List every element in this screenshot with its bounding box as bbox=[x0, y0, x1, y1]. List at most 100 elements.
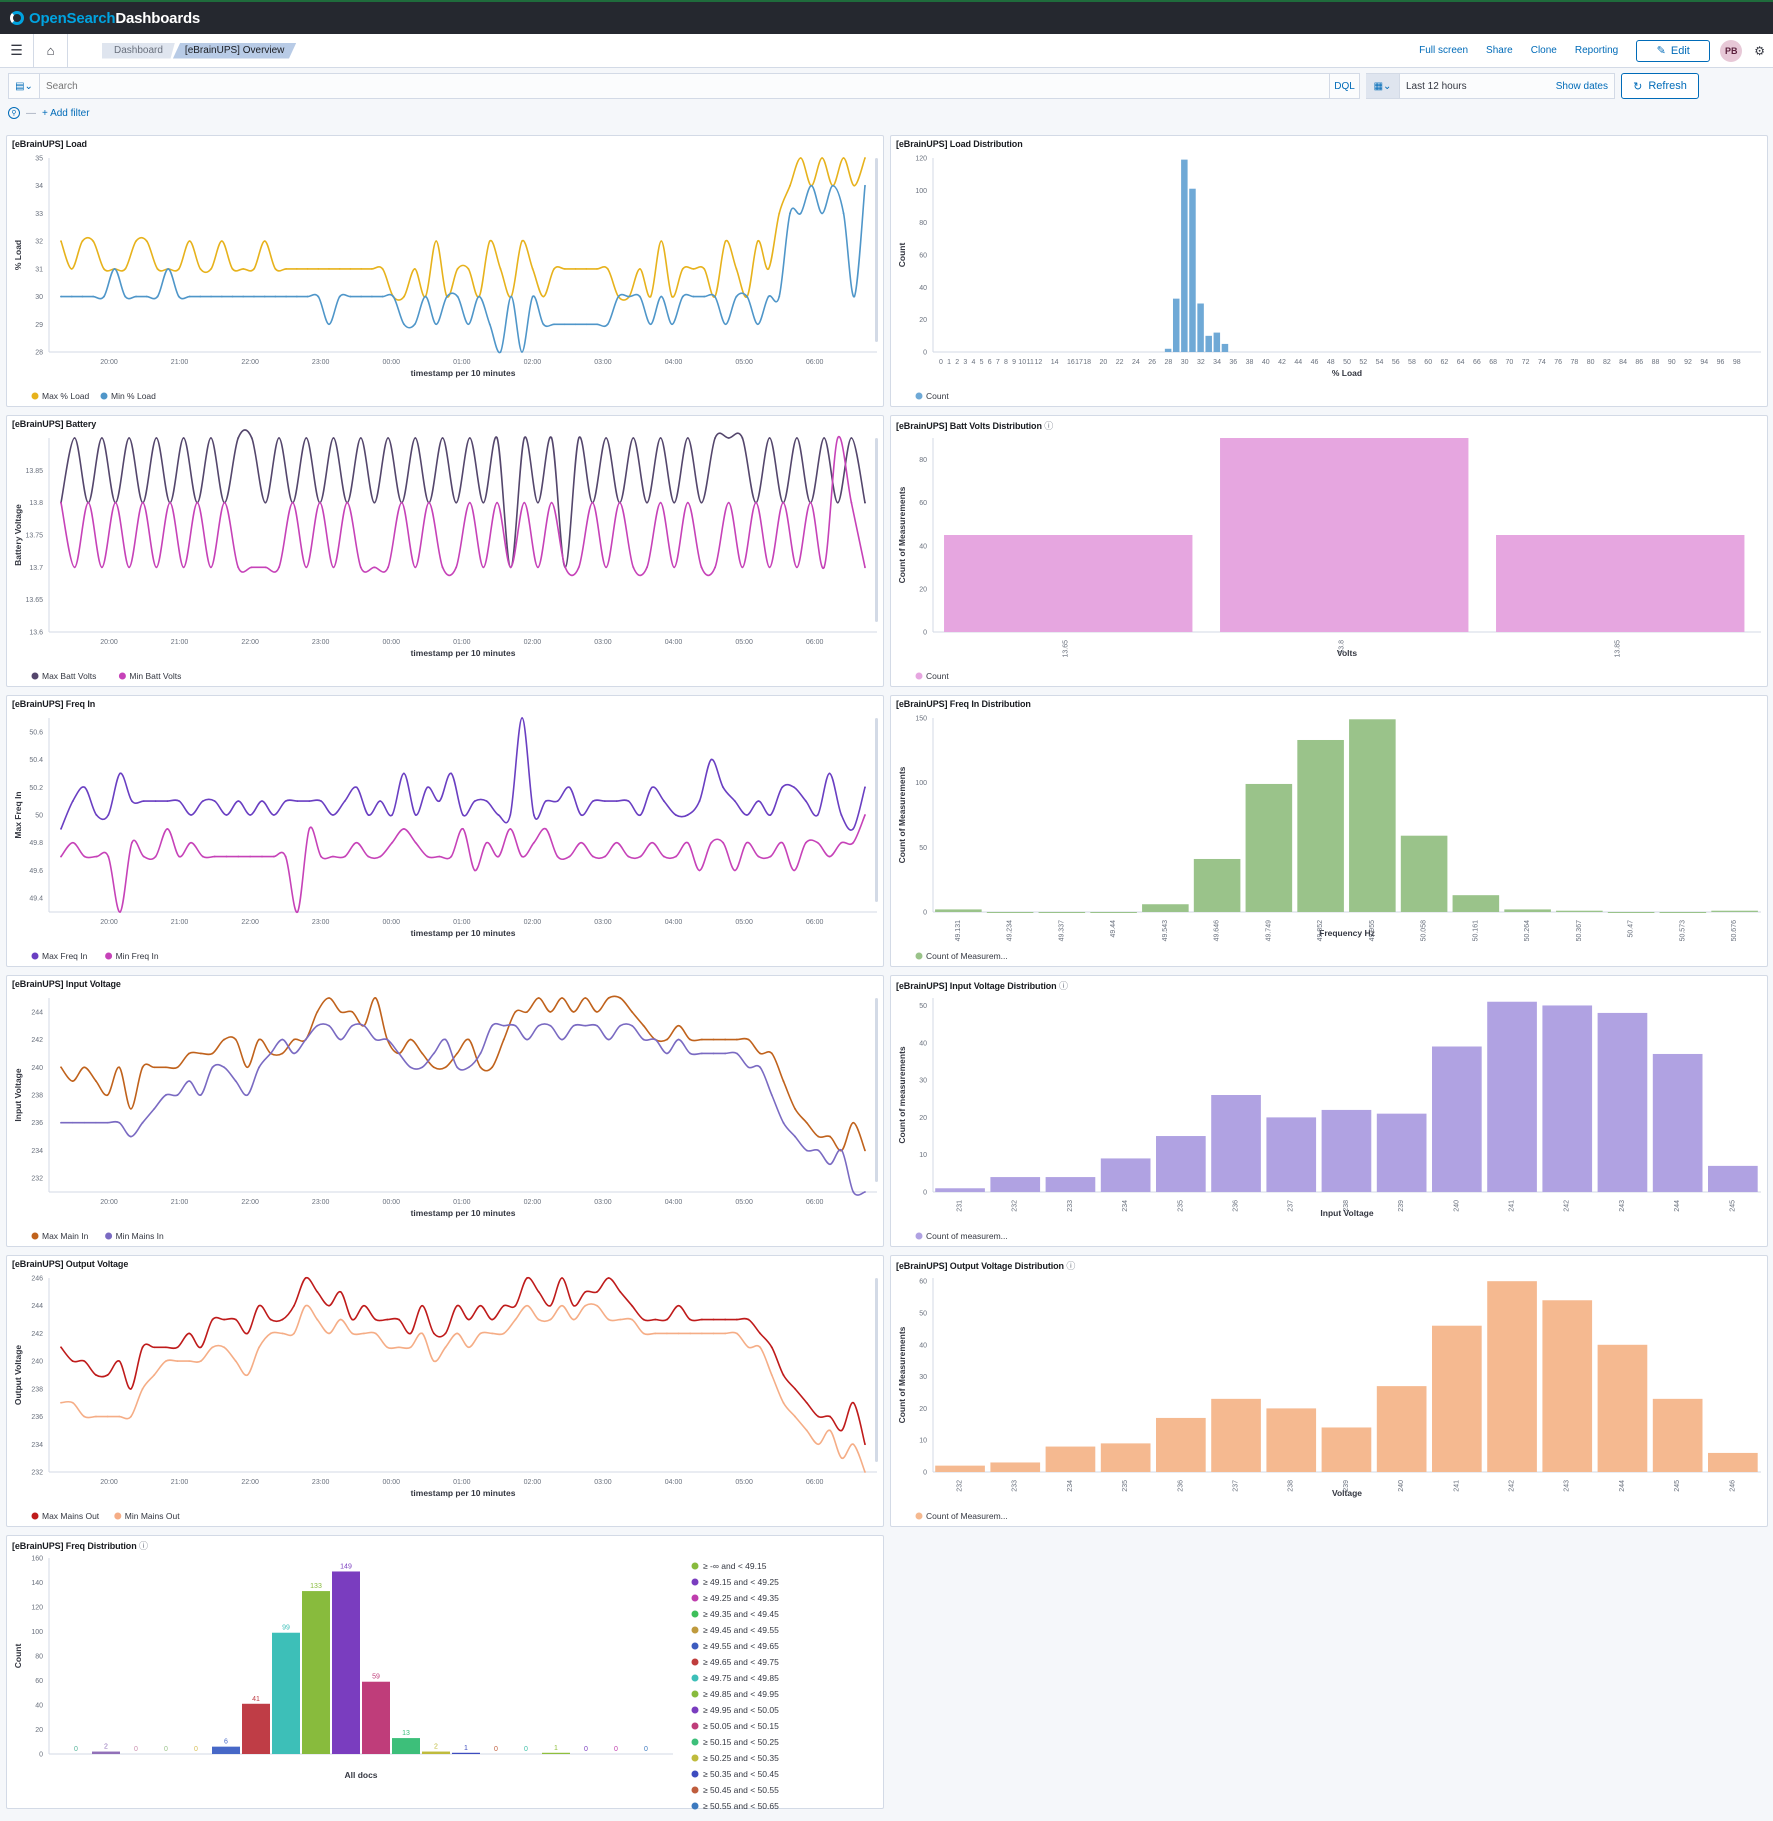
data-point bbox=[317, 267, 320, 270]
help-icon[interactable]: ⚙ bbox=[1754, 43, 1765, 58]
date-range[interactable]: Last 12 hours Show dates bbox=[1400, 73, 1615, 99]
panel-ebrainups-load[interactable]: [eBrainUPS] Load 28 29 30 31 32 33 34 35 % Load ti… bbox=[6, 135, 884, 407]
edit-button[interactable]: ✎ Edit bbox=[1636, 39, 1711, 62]
data-point bbox=[456, 1304, 459, 1307]
y-tick-label: 50 bbox=[35, 813, 43, 820]
panel-ebrainups-input-voltage-distribution[interactable]: [eBrainUPS] Input Voltage Distribution ⓘ… bbox=[890, 975, 1768, 1247]
data-point bbox=[455, 501, 458, 504]
panel-ebrainups-freq-distribution[interactable]: [eBrainUPS] Freq Distribution ⓘ 0 20 40 60 80… bbox=[6, 1535, 884, 1810]
data-point bbox=[864, 786, 866, 789]
x-tick-label: 24 bbox=[1132, 359, 1140, 366]
full-screen-link[interactable]: Full screen bbox=[1419, 45, 1469, 56]
panel-ebrainups-batt-volts-distribution[interactable]: [eBrainUPS] Batt Volts Distribution ⓘ 0 20… bbox=[890, 415, 1768, 687]
legend-dot bbox=[691, 1802, 699, 1810]
x-tick-label: 06:00 bbox=[806, 1199, 824, 1206]
info-icon[interactable]: ⓘ bbox=[1063, 1261, 1076, 1271]
data-point bbox=[757, 800, 760, 803]
legend-label: ≥ -∞ and < 49.15 bbox=[703, 1561, 767, 1571]
x-tick-label: 00:00 bbox=[382, 1479, 400, 1486]
y-tick-label: 160 bbox=[31, 1556, 43, 1563]
y-tick-label: 242 bbox=[31, 1331, 43, 1338]
filter-options-icon[interactable]: ⚲ bbox=[8, 107, 20, 119]
panel-ebrainups-output-voltage-distribution[interactable]: [eBrainUPS] Output Voltage Distribution … bbox=[890, 1255, 1768, 1527]
data-label: 149 bbox=[340, 1563, 352, 1570]
x-tick-label: 235 bbox=[1122, 1480, 1129, 1492]
panel-ebrainups-freq-in[interactable]: [eBrainUPS] Freq In 49.4 49.6 49.8 50 50.2 50.… bbox=[6, 695, 884, 967]
data-point bbox=[628, 295, 631, 298]
legend-dot bbox=[915, 672, 923, 680]
home-icon[interactable]: ⌂ bbox=[34, 33, 68, 68]
data-point bbox=[584, 997, 587, 999]
data-point bbox=[479, 1066, 482, 1069]
data-point bbox=[332, 437, 335, 439]
data-point bbox=[735, 267, 738, 270]
data-point bbox=[509, 566, 512, 569]
dql-toggle[interactable]: DQL bbox=[1330, 73, 1360, 99]
data-point bbox=[606, 323, 609, 326]
panel-ebrainups-load-distribution[interactable]: [eBrainUPS] Load Distribution 0 20 40 60 80 10… bbox=[890, 135, 1768, 407]
bar bbox=[1045, 1177, 1096, 1192]
data-point bbox=[823, 437, 826, 439]
reporting-link[interactable]: Reporting bbox=[1574, 45, 1619, 56]
share-link[interactable]: Share bbox=[1486, 45, 1513, 56]
data-point bbox=[60, 1401, 62, 1404]
legend-label: Count bbox=[926, 391, 949, 401]
legend-label: ≥ 49.25 and < 49.35 bbox=[703, 1593, 779, 1603]
legend-dot bbox=[915, 1232, 923, 1240]
breadcrumb-dashboard[interactable]: Dashboard bbox=[102, 42, 175, 59]
x-tick-label: 76 bbox=[1554, 359, 1562, 366]
x-tick-label: 30 bbox=[1181, 359, 1189, 366]
bar bbox=[1156, 1417, 1206, 1472]
panel-ebrainups-freq-in-distribution[interactable]: [eBrainUPS] Freq In Distribution 0 50 100 15… bbox=[890, 695, 1768, 967]
data-point bbox=[746, 295, 748, 298]
data-point bbox=[199, 1346, 202, 1349]
panel-ebrainups-battery[interactable]: [eBrainUPS] Battery 13.6 13.65 13.7 13.75 13.… bbox=[6, 415, 884, 687]
info-icon[interactable]: ⓘ bbox=[1056, 981, 1068, 991]
data-point bbox=[145, 295, 148, 298]
add-filter-link[interactable]: + Add filter bbox=[42, 107, 90, 119]
bar bbox=[1659, 912, 1707, 913]
data-point bbox=[755, 501, 757, 504]
data-point bbox=[710, 841, 713, 844]
menu-icon[interactable]: ☰ bbox=[0, 33, 34, 68]
info-icon[interactable]: ⓘ bbox=[1041, 421, 1054, 431]
legend-dot bbox=[691, 1626, 699, 1634]
calendar-icon[interactable]: ▦⌄ bbox=[1366, 73, 1400, 99]
data-point bbox=[346, 501, 349, 504]
data-point bbox=[689, 1052, 692, 1055]
y-tick-label: 60 bbox=[919, 500, 927, 507]
data-point bbox=[666, 1052, 668, 1055]
info-icon[interactable]: ⓘ bbox=[136, 1541, 148, 1551]
data-point bbox=[199, 267, 202, 270]
data-point bbox=[654, 1038, 657, 1041]
data-point bbox=[400, 501, 403, 504]
y-tick-label: 30 bbox=[35, 294, 43, 301]
data-point bbox=[700, 1038, 703, 1041]
bar bbox=[1172, 298, 1180, 352]
refresh-button[interactable]: ↻ Refresh bbox=[1621, 73, 1699, 99]
saved-query-icon[interactable]: ▤⌄ bbox=[8, 73, 40, 99]
data-point bbox=[153, 1346, 156, 1349]
show-dates-link[interactable]: Show dates bbox=[1555, 80, 1608, 92]
data-label: 0 bbox=[584, 1746, 588, 1753]
data-point bbox=[296, 800, 299, 803]
clone-link[interactable]: Clone bbox=[1530, 45, 1557, 56]
data-point bbox=[651, 786, 654, 789]
panel-ebrainups-input-voltage[interactable]: [eBrainUPS] Input Voltage 232 234 236 238 240… bbox=[6, 975, 884, 1247]
x-tick-label: 243 bbox=[1619, 1200, 1626, 1212]
avatar[interactable]: PB bbox=[1720, 39, 1743, 62]
data-label: 0 bbox=[644, 1746, 648, 1753]
panel-ebrainups-output-voltage[interactable]: [eBrainUPS] Output Voltage 232 234 236 238 24… bbox=[6, 1255, 884, 1527]
data-point bbox=[188, 240, 191, 243]
legend-label: ≥ 50.35 and < 50.45 bbox=[703, 1769, 779, 1779]
search-input[interactable] bbox=[40, 73, 1330, 99]
x-axis-title: Input Voltage bbox=[1320, 1208, 1373, 1218]
data-point bbox=[455, 566, 458, 569]
data-point bbox=[237, 800, 240, 803]
opensearch-logo[interactable]: OpenSearch Dashboards bbox=[10, 10, 200, 27]
data-point bbox=[710, 758, 713, 761]
x-tick-label: 244 bbox=[1619, 1480, 1626, 1492]
legend-dot bbox=[691, 1722, 699, 1730]
data-point bbox=[781, 786, 784, 789]
data-label: 0 bbox=[74, 1746, 78, 1753]
